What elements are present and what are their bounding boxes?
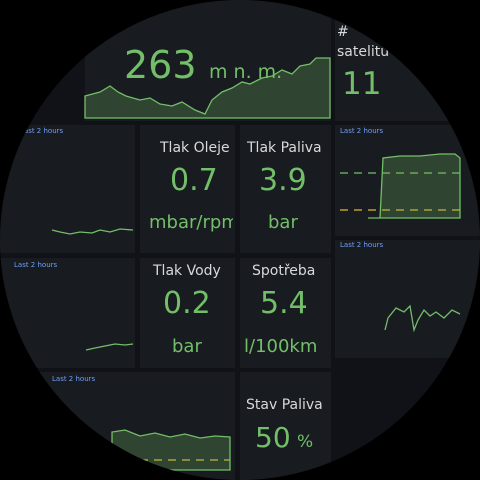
time-range: Last 2 hours: [20, 127, 64, 135]
fuel-pressure-title: Tlak Paliva: [246, 140, 322, 156]
panel: [240, 258, 331, 368]
consumption-title: Spotřeba: [252, 263, 315, 279]
time-range: Last 2 hours: [340, 127, 384, 135]
oil-pressure-unit: mbar/rpm: [149, 212, 239, 233]
time-range: Last 2 hours: [52, 375, 96, 383]
satellites-value: 11: [342, 66, 381, 102]
panel: [335, 0, 480, 121]
panel: [335, 240, 480, 358]
fuel-level-unit: %: [297, 432, 313, 452]
time-range: Last 2 hours: [340, 241, 384, 249]
sparkline: [51, 228, 134, 235]
sparkline: [384, 304, 461, 333]
satellites-symbol: #: [337, 24, 349, 40]
sparkline: [85, 343, 134, 351]
altitude-unit: m n. m.: [209, 61, 282, 83]
water-pressure-unit: bar: [172, 336, 202, 357]
panel: [0, 258, 135, 368]
time-range: Last 2 hours: [14, 261, 58, 269]
fuel-pressure-value: 3.9: [259, 163, 307, 198]
oil-pressure-title: Tlak Oleje: [159, 140, 230, 156]
satellites-title: satelitů: [337, 44, 389, 60]
fuel-level-title: Stav Paliva: [246, 397, 323, 413]
sparkline-area: [368, 153, 461, 219]
altitude-value: 263: [124, 43, 197, 87]
fuel-pressure-unit: bar: [268, 212, 298, 233]
panel: [140, 125, 235, 253]
fuel-level-value: 50: [255, 421, 291, 454]
panel: [240, 125, 331, 253]
consumption-value: 5.4: [260, 286, 308, 321]
oil-pressure-value: 0.7: [170, 163, 218, 198]
consumption-unit: l/100km: [244, 336, 317, 357]
water-pressure-title: Tlak Vody: [152, 263, 221, 279]
panel: [240, 372, 331, 480]
sparkline-area: [84, 57, 331, 119]
panel: [140, 258, 235, 368]
water-pressure-value: 0.2: [163, 286, 211, 321]
